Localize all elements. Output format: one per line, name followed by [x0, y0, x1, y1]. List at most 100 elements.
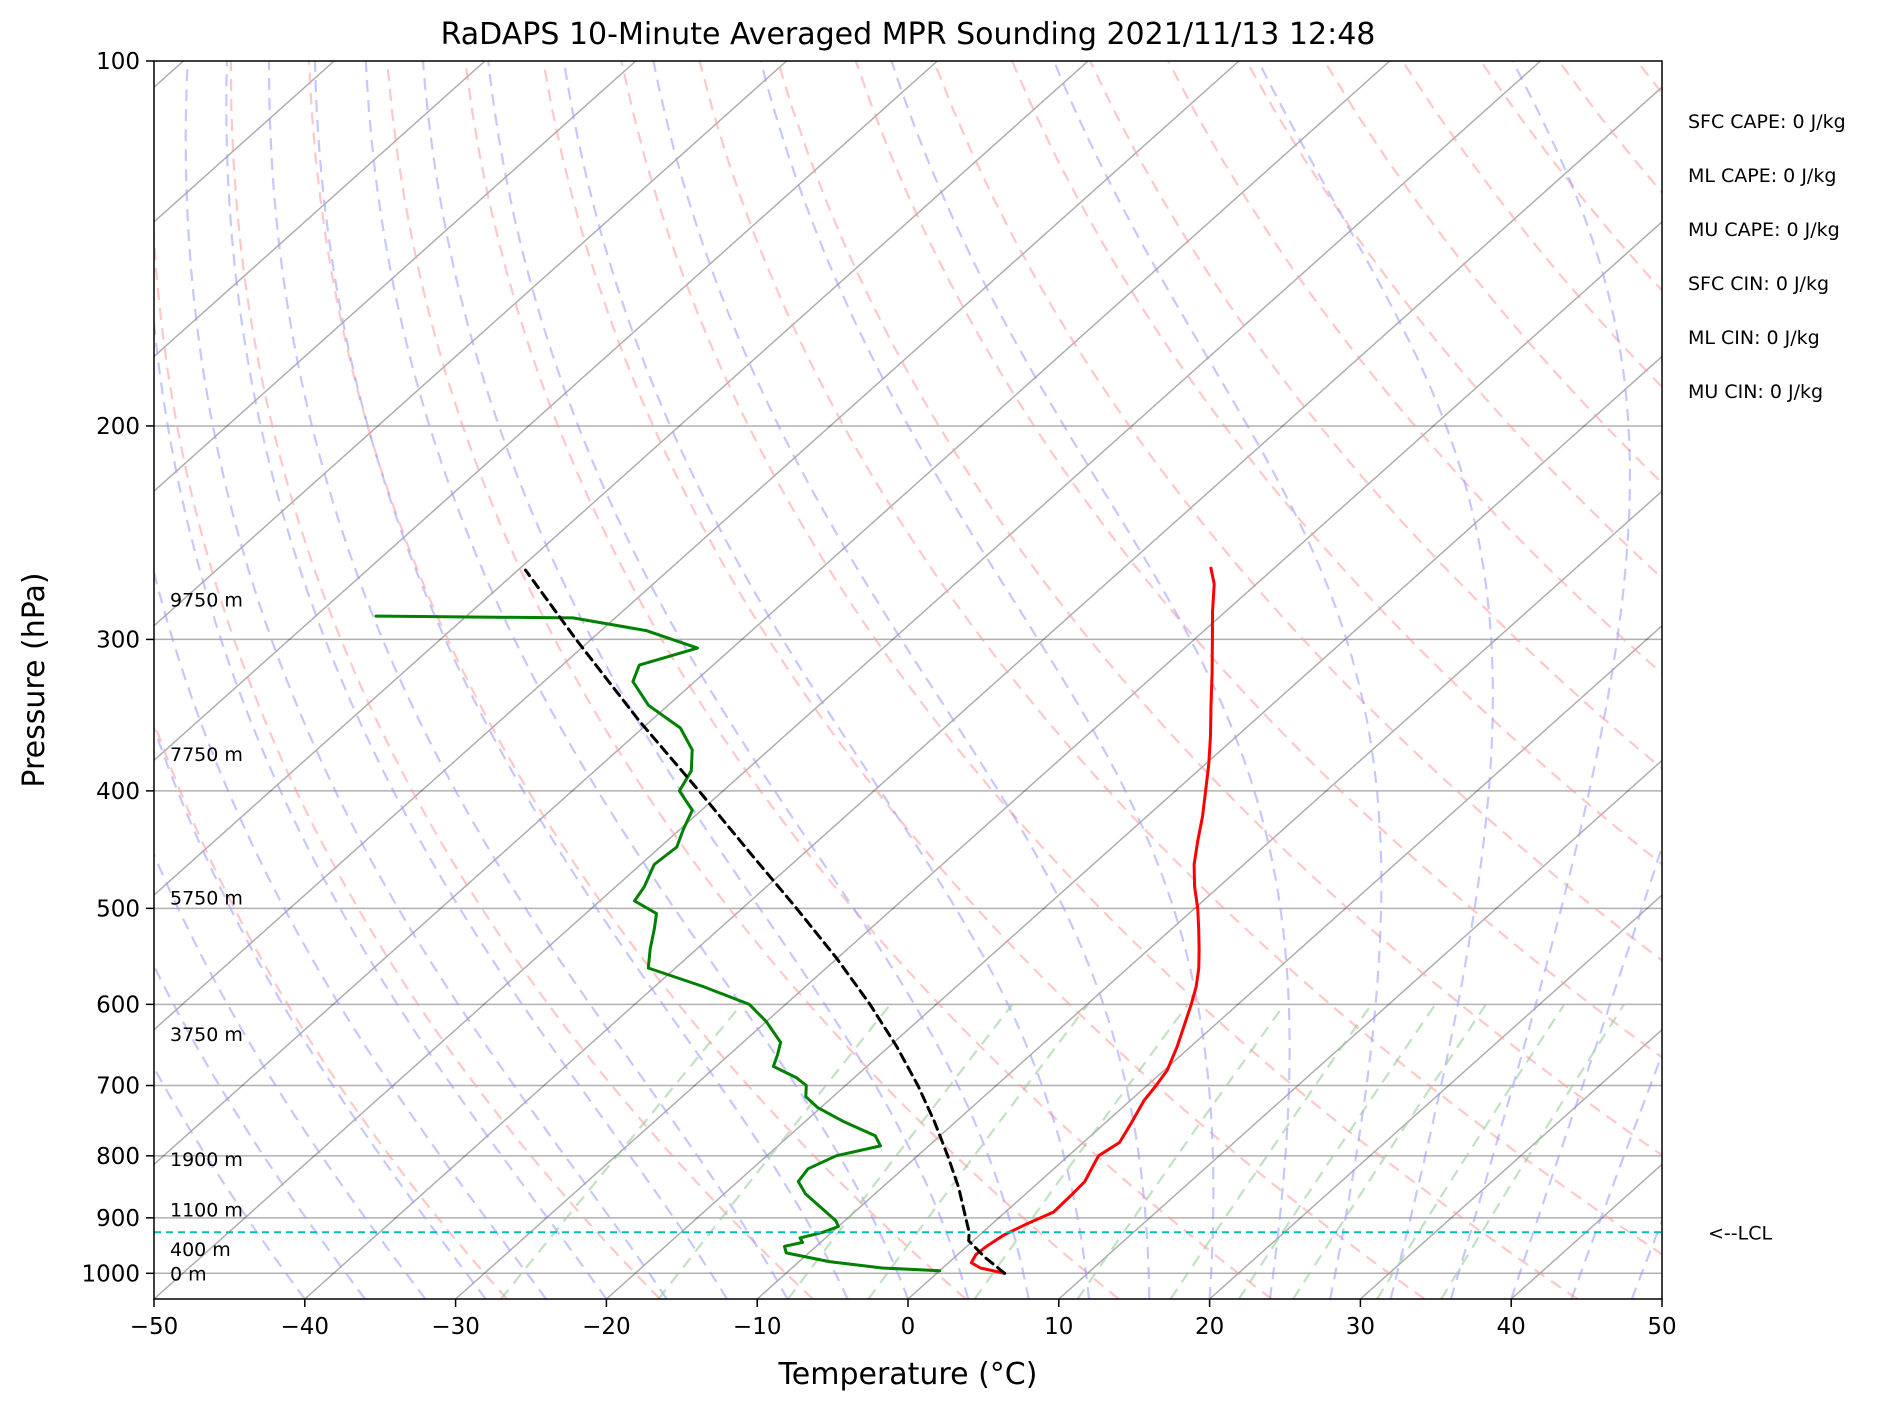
moist-adiabat-line — [184, 61, 668, 1299]
x-tick-label: −20 — [582, 1314, 631, 1340]
height-label: 1100 m — [170, 1200, 243, 1222]
x-tick-label: 0 — [901, 1314, 916, 1340]
x-tick-label: 10 — [1044, 1314, 1073, 1340]
moist-adiabat-line — [759, 61, 1215, 1299]
dewpoint-profile-line — [374, 614, 942, 1273]
dry-adiabat-line — [698, 61, 1662, 1256]
y-tick-label: 500 — [96, 896, 140, 922]
x-tick-label: 50 — [1647, 1314, 1676, 1340]
stability-index-label: SFC CIN: 0 J/kg — [1688, 273, 1829, 295]
dry-adiabat-line — [386, 61, 1120, 1299]
stability-index-label: ML CAPE: 0 J/kg — [1688, 165, 1836, 187]
isotherm-line — [154, 61, 788, 627]
moist-adiabat-line — [154, 567, 547, 1299]
plot-background-lines — [154, 61, 1882, 1299]
moist-adiabat-line — [421, 61, 970, 1299]
mixing-ratio-line — [867, 1003, 1089, 1299]
dry-adiabat-line — [1715, 61, 1882, 1299]
height-label: 1900 m — [170, 1149, 243, 1171]
moist-adiabat-line — [562, 61, 1091, 1299]
dry-adiabat-line — [776, 61, 1662, 1157]
isotherm-line — [304, 86, 1662, 1299]
height-label: 7750 m — [170, 744, 243, 766]
isotherm-line — [1359, 1028, 1662, 1299]
isotherm-line — [154, 61, 938, 762]
dry-adiabat-line — [1245, 61, 1662, 580]
dry-adiabat-line — [1871, 61, 1882, 1299]
height-label: 3750 m — [170, 1024, 243, 1046]
isotherm-line — [756, 490, 1662, 1299]
moist-adiabat-line — [154, 1065, 306, 1299]
stability-index-label: ML CIN: 0 J/kg — [1688, 327, 1820, 349]
isotherm-line — [154, 61, 1391, 1166]
moist-adiabat-line — [890, 61, 1291, 1299]
moist-adiabat-line — [1257, 61, 1495, 1299]
y-axis-label: Pressure (hPa) — [17, 572, 52, 787]
lcl-label: <--LCL — [1708, 1222, 1772, 1244]
mixing-ratio-line — [1076, 1003, 1286, 1299]
stability-index-label: SFC CAPE: 0 J/kg — [1688, 111, 1846, 133]
mixing-ratio-line — [1292, 1003, 1487, 1299]
moist-adiabat-line — [1510, 843, 1662, 1299]
y-tick-label: 1000 — [81, 1261, 140, 1287]
stability-index-label: MU CAPE: 0 J/kg — [1688, 219, 1840, 241]
moist-adiabat-line — [1052, 61, 1383, 1299]
isotherm-line — [154, 61, 637, 493]
mixing-ratio-line — [1440, 1003, 1625, 1299]
dry-adiabat-line — [932, 61, 1662, 962]
isotherm-line — [154, 61, 1089, 897]
isotherm-line — [1209, 894, 1662, 1299]
height-label: 5750 m — [170, 888, 243, 910]
y-tick-label: 600 — [96, 992, 140, 1018]
dry-adiabat-line — [229, 61, 814, 1299]
stability-index-label: MU CIN: 0 J/kg — [1688, 381, 1823, 403]
dry-adiabat-line — [542, 61, 1426, 1299]
plot-series — [154, 566, 1662, 1275]
mixing-ratio-line — [500, 1003, 743, 1299]
moist-adiabat-line — [1570, 1051, 1662, 1299]
x-tick-label: −30 — [431, 1314, 480, 1340]
moist-adiabat-line — [225, 61, 728, 1299]
x-tick-label: −40 — [281, 1314, 330, 1340]
x-tick-label: −10 — [733, 1314, 782, 1340]
stability-indices: SFC CAPE: 0 J/kg ML CAPE: 0 J/kg MU CAPE: … — [1688, 111, 1846, 403]
dry-adiabat-line — [854, 61, 1662, 1059]
isotherm-line — [154, 61, 1542, 1299]
moist-adiabat-line — [154, 724, 487, 1299]
moist-adiabat-line — [652, 61, 1151, 1299]
x-tick-label: 30 — [1346, 1314, 1375, 1340]
height-label: 9750 m — [170, 589, 243, 611]
height-label: 0 m — [170, 1263, 207, 1285]
dry-adiabat-line — [1479, 61, 1662, 293]
y-tick-label: 900 — [96, 1206, 140, 1232]
y-tick-label: 300 — [96, 627, 140, 653]
mixing-ratio-line — [787, 1003, 1014, 1299]
moist-adiabat-line — [487, 61, 1030, 1299]
dry-adiabat-line — [1557, 61, 1662, 195]
y-tick-label: 100 — [96, 49, 140, 75]
dry-adiabat-line — [1793, 61, 1882, 1299]
dry-adiabat-line — [154, 217, 661, 1299]
dry-adiabat-line — [620, 61, 1579, 1299]
isotherm-line — [907, 624, 1662, 1299]
temperature-profile-line — [969, 566, 1216, 1275]
dry-adiabat-line — [1636, 61, 1662, 95]
moist-adiabat-line — [1630, 1218, 1662, 1299]
x-tick-label: 40 — [1497, 1314, 1526, 1340]
x-tick-label: −50 — [130, 1314, 179, 1340]
mixing-ratio-line — [1237, 1003, 1437, 1299]
isotherm-line — [455, 220, 1662, 1299]
mixing-ratio-line — [657, 1003, 892, 1299]
isotherm-line — [1510, 1163, 1662, 1299]
moist-adiabat-line — [1449, 61, 1632, 1299]
dry-adiabat-line — [1089, 61, 1662, 771]
y-tick-label: 200 — [96, 414, 140, 440]
moist-adiabat-line — [268, 61, 789, 1299]
y-tick-label: 400 — [96, 779, 140, 805]
isotherm-line — [1661, 1297, 1662, 1299]
moist-adiabat-line — [154, 963, 366, 1299]
chart-title: RaDAPS 10-Minute Averaged MPR Sounding 2… — [441, 17, 1376, 52]
dry-adiabat-line — [1167, 61, 1662, 675]
mixing-ratio-line — [1169, 1003, 1373, 1299]
